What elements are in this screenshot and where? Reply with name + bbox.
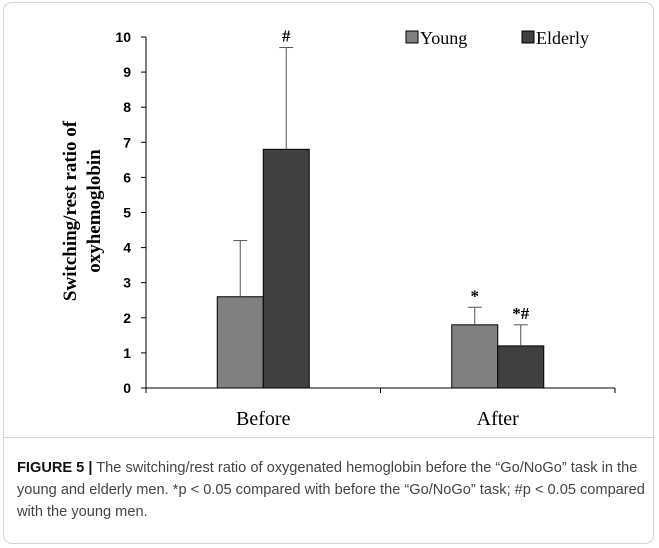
y-tick-label: 3 (123, 275, 131, 291)
y-tick-label: 8 (123, 99, 131, 115)
y-tick-label: 5 (123, 205, 131, 221)
bar-chart: Switching/rest ratio of oxyhemoglobin 0 1… (60, 27, 616, 430)
legend-swatch (521, 30, 535, 44)
legend-swatch (405, 30, 419, 44)
y-tick-label: 9 (123, 64, 131, 80)
legend-label: Young (420, 28, 467, 48)
y-axis-label-line-2: oxyhemoglobin (84, 149, 105, 273)
x-tick-label: Before (236, 408, 291, 430)
y-tick-label: 4 (123, 240, 131, 256)
y-axis-label: Switching/rest ratio of oxyhemoglobin (60, 120, 105, 301)
x-tick-label: After (477, 408, 520, 430)
bar-elderly-after (497, 345, 545, 389)
bar-elderly-before (262, 148, 310, 389)
y-tick-label: 6 (123, 169, 131, 185)
caption-text: The switching/rest ratio of oxygenated h… (17, 460, 645, 520)
legend: Young Elderly (405, 28, 589, 48)
significance-marker: # (282, 27, 291, 46)
y-axis: 0 1 2 3 4 5 6 7 8 9 10 (115, 29, 147, 396)
significance-markers: # * *# (282, 27, 530, 323)
caption-label: FIGURE 5 | (17, 460, 93, 476)
y-tick-label: 1 (123, 345, 131, 361)
bars (216, 148, 545, 389)
legend-label: Elderly (536, 28, 589, 48)
y-tick-label: 10 (115, 29, 131, 45)
error-bars (233, 47, 528, 346)
figure-caption: FIGURE 5 | The switching/rest ratio of o… (17, 457, 647, 523)
significance-marker: *# (512, 304, 530, 323)
y-axis-label-line-1: Switching/rest ratio of (60, 120, 81, 301)
figure-frame (3, 2, 654, 544)
caption-divider (4, 437, 655, 438)
x-axis: Before After (145, 387, 616, 430)
bar-young-before (216, 296, 264, 389)
y-tick-label: 7 (123, 134, 131, 150)
significance-marker: * (471, 286, 480, 305)
y-tick-label: 2 (123, 310, 131, 326)
y-tick-label: 0 (123, 380, 131, 396)
bar-young-after (451, 324, 499, 389)
